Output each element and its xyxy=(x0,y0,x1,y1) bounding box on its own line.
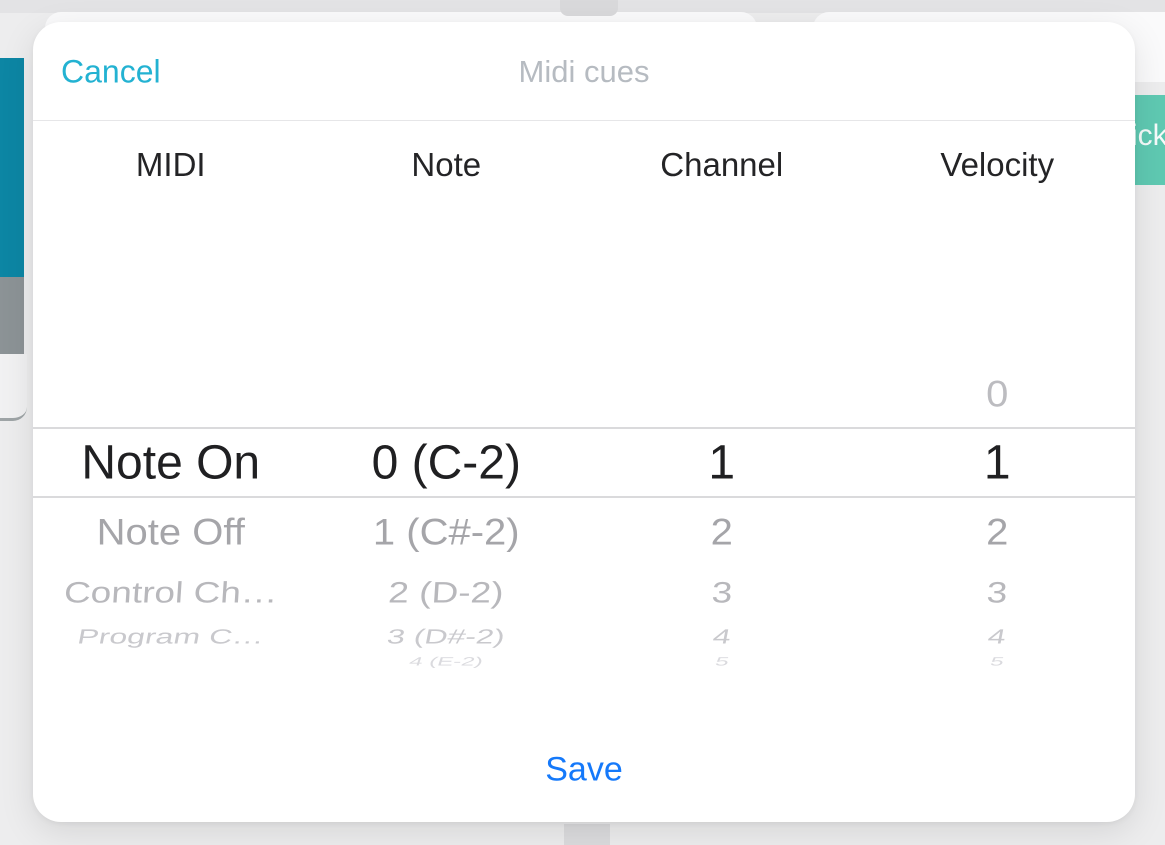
picker-option[interactable]: 3 xyxy=(710,576,734,609)
background-bottom-notch xyxy=(564,824,610,845)
column-header-note: Note xyxy=(411,146,482,183)
background-track-tab: ick xyxy=(1130,95,1165,185)
cancel-button[interactable]: Cancel xyxy=(61,53,161,90)
note-wheel[interactable]: 0 (C-2) 1 (C#-2) 2 (D-2) 3 (D#-2) 4 (E-2… xyxy=(309,192,585,692)
picker-option-selected[interactable]: 0 (C-2) xyxy=(371,436,521,490)
picker-option[interactable]: 3 (D#-2) xyxy=(385,625,508,649)
selection-line-bottom xyxy=(33,496,1135,498)
picker-column-headers: MIDI Note Channel Velocity xyxy=(33,140,1135,190)
column-header-velocity: Velocity xyxy=(940,146,1055,183)
picker-option-selected[interactable]: 1 xyxy=(708,436,736,490)
midi-cues-modal: Cancel Midi cues MIDI Note Channel Veloc… xyxy=(33,22,1135,822)
picker-option[interactable]: 4 xyxy=(710,625,733,649)
picker-option[interactable]: 2 xyxy=(986,512,1009,553)
picker-option[interactable]: 0 xyxy=(986,374,1009,415)
picker-option[interactable]: Control Ch… xyxy=(62,576,279,609)
picker-option[interactable]: 4 xyxy=(986,625,1009,649)
midi-type-wheel[interactable]: Note On Note Off Control Ch… Program C… xyxy=(33,192,309,692)
picker-option[interactable]: 1 (C#-2) xyxy=(372,512,520,553)
picker-option[interactable]: 2 (D-2) xyxy=(387,576,505,609)
picker-option[interactable]: 4 (E-2) xyxy=(407,655,486,669)
column-header-midi: MIDI xyxy=(135,146,206,183)
picker-option-selected[interactable]: Note On xyxy=(81,436,261,490)
picker-option-selected[interactable]: 1 xyxy=(983,436,1011,490)
save-button[interactable]: Save xyxy=(33,751,1135,790)
picker-option[interactable]: 3 xyxy=(985,576,1009,609)
background-gray-bar xyxy=(0,277,24,354)
column-header-channel: Channel xyxy=(660,146,784,183)
background-top-notch xyxy=(560,0,618,16)
picker-option[interactable]: Program C… xyxy=(75,625,267,649)
midi-picker: Note On Note Off Control Ch… Program C… … xyxy=(33,22,1135,822)
background-left-panel xyxy=(0,354,27,421)
background-teal-bar xyxy=(0,58,24,277)
picker-option[interactable]: 5 xyxy=(713,655,731,669)
picker-option[interactable]: 5 xyxy=(988,655,1007,669)
selection-line-top xyxy=(33,427,1135,429)
velocity-wheel[interactable]: 0 1 2 3 4 5 xyxy=(860,192,1136,692)
picker-option[interactable]: Note Off xyxy=(96,512,245,553)
channel-wheel[interactable]: 1 2 3 4 5 xyxy=(584,192,860,692)
track-tab-label: ick xyxy=(1131,119,1165,152)
picker-option[interactable]: 2 xyxy=(710,512,733,553)
